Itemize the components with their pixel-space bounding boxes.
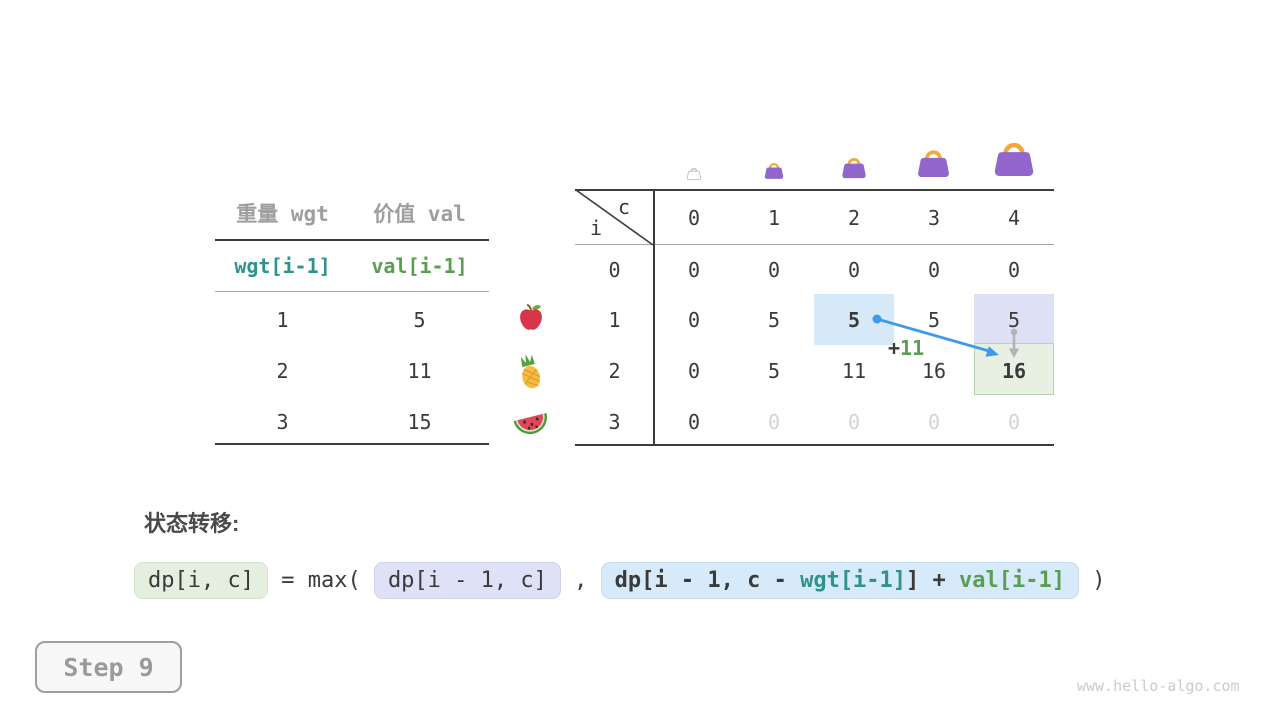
dp-col-header-4: 4 xyxy=(1007,205,1021,230)
item-1-value: 5 xyxy=(413,307,426,332)
dp-cell-3-2: 0 xyxy=(847,409,861,434)
dp-table-col-rule xyxy=(653,189,655,446)
dp-cell-2-2: 11 xyxy=(841,358,867,383)
bag-capacity-3-icon xyxy=(915,144,952,182)
items-table-bottom-rule xyxy=(215,443,489,445)
bag-capacity-0-icon xyxy=(686,165,702,182)
take-option-part2: ] + xyxy=(906,567,960,593)
added-value: 11 xyxy=(900,336,925,360)
dp-cell-1-4: 5 xyxy=(1007,307,1021,332)
dp-col-header-0: 0 xyxy=(687,205,701,230)
dp-cell-0-3: 0 xyxy=(927,257,941,282)
items-table-mid-rule xyxy=(215,291,489,292)
transition-formula: dp[i, c] = max( dp[i - 1, c] , dp[i - 1,… xyxy=(134,559,1106,601)
plus-sign: + xyxy=(888,336,901,360)
items-table-header-value: 价值 val xyxy=(373,202,466,226)
take-option-val: val[i-1] xyxy=(959,567,1065,593)
dp-row-header-2: 2 xyxy=(608,358,621,383)
pineapple-icon xyxy=(512,352,549,390)
dp-cell-0-0: 0 xyxy=(687,257,701,282)
formula-keep-option-chip: dp[i - 1, c] xyxy=(373,561,561,599)
items-table-header-weight: 重量 wgt xyxy=(236,202,329,226)
formula-take-option-chip: dp[i - 1, c - wgt[i-1]] + val[i-1] xyxy=(600,561,1079,599)
dp-cell-2-4: 16 xyxy=(1001,358,1027,383)
dp-cell-3-4: 0 xyxy=(1007,409,1021,434)
items-table-top-rule xyxy=(215,239,489,241)
apple-icon xyxy=(515,301,547,333)
formula-close-paren: ) xyxy=(1079,567,1106,593)
item-2-value: 11 xyxy=(407,358,432,383)
item-3-value: 15 xyxy=(407,409,432,434)
dp-cell-0-1: 0 xyxy=(767,257,781,282)
take-option-part1: dp[i - 1, c - xyxy=(614,567,801,593)
dp-cell-1-1: 5 xyxy=(767,307,781,332)
formula-comma: , xyxy=(560,567,601,593)
dp-row-header-3: 3 xyxy=(608,409,621,434)
bag-capacity-2-icon xyxy=(840,153,868,182)
dp-cell-3-3: 0 xyxy=(927,409,941,434)
formula-equals-max: = max( xyxy=(267,567,374,593)
dp-col-header-3: 3 xyxy=(927,205,941,230)
dp-col-header-1: 1 xyxy=(767,205,781,230)
dp-cell-0-2: 0 xyxy=(847,257,861,282)
items-table-index-wgt: wgt[i-1] xyxy=(234,254,331,278)
items-table-index-val: val[i-1] xyxy=(371,254,468,278)
step-badge: Step 9 xyxy=(35,641,182,693)
item-1-weight: 1 xyxy=(276,307,289,332)
add-value-annotation: +11 xyxy=(888,336,924,360)
dp-cell-3-0: 0 xyxy=(687,409,701,434)
watermelon-icon xyxy=(511,403,551,439)
dp-cell-0-4: 0 xyxy=(1007,257,1021,282)
corner-row-label: i xyxy=(589,216,603,240)
dp-cell-2-3: 16 xyxy=(921,358,947,383)
dp-table-top-rule xyxy=(575,189,1054,191)
bag-capacity-4-icon xyxy=(991,135,1037,182)
dp-cell-2-0: 0 xyxy=(687,358,701,383)
take-option-wgt: wgt[i-1] xyxy=(800,567,907,593)
bag-capacity-1-icon xyxy=(763,159,785,182)
dp-table-header-rule xyxy=(575,244,1054,245)
item-3-weight: 3 xyxy=(276,409,289,434)
dp-row-header-0: 0 xyxy=(608,257,621,282)
dp-row-header-1: 1 xyxy=(608,307,621,332)
corner-col-label: c xyxy=(617,195,631,219)
dp-col-header-2: 2 xyxy=(847,205,861,230)
dp-cell-2-1: 5 xyxy=(767,358,781,383)
formula-lhs-chip: dp[i, c] xyxy=(134,561,268,599)
dp-cell-1-2: 5 xyxy=(847,307,861,332)
dp-table-bottom-rule xyxy=(575,444,1054,446)
dp-cell-3-1: 0 xyxy=(767,409,781,434)
watermark: www.hello-algo.com xyxy=(1077,677,1240,695)
item-2-weight: 2 xyxy=(276,358,289,383)
dp-cell-1-0: 0 xyxy=(687,307,701,332)
transition-label: 状态转移: xyxy=(144,511,240,536)
